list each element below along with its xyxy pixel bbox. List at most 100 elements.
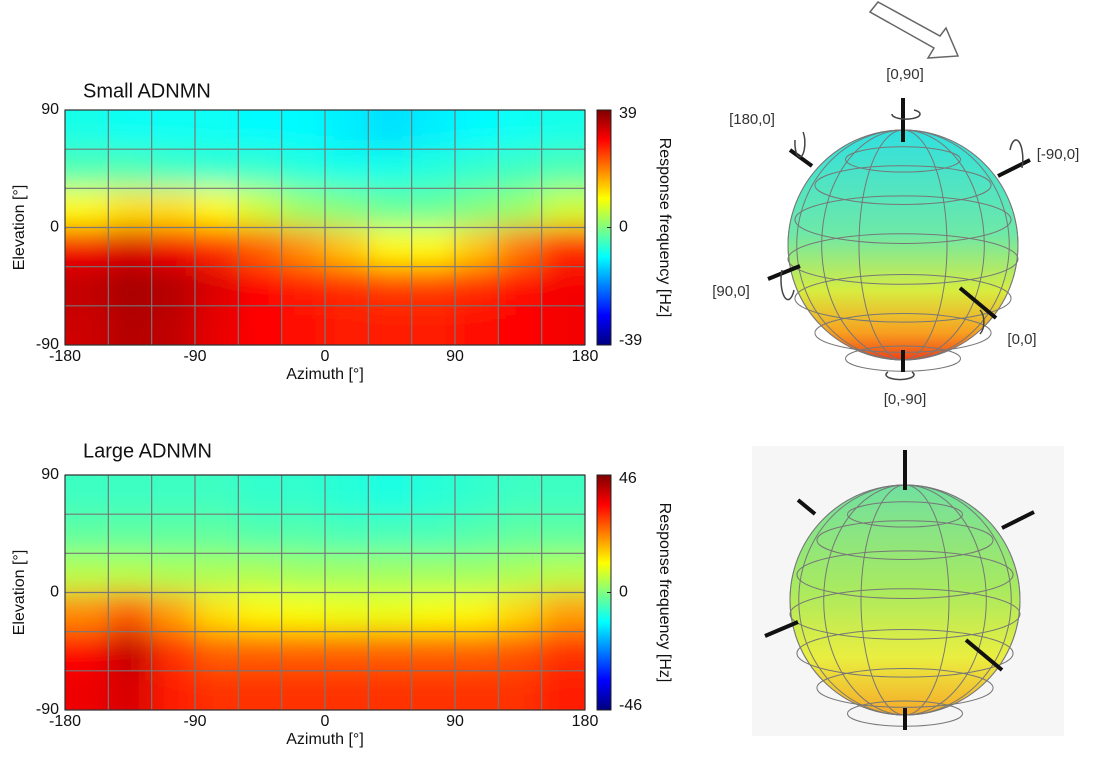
x-tick-label: 90 [446,348,464,365]
cell [368,110,413,151]
cell [238,149,283,190]
cell [541,110,585,151]
sphere-label: [-90,0] [1037,146,1080,163]
sphere-top: [0,90] [180,0] [-90,0] [90,0] [0,0] [0,-… [712,1,1080,408]
cell [151,514,196,555]
cell [498,266,543,307]
cell [108,670,153,710]
cell [455,631,500,672]
cell [281,110,326,151]
cell [325,670,370,710]
cell [281,475,326,516]
cell-layer [65,110,585,345]
cell [368,592,413,633]
cell [281,227,326,268]
cell [368,553,413,594]
cell [541,305,585,345]
x-tick-label: -90 [183,348,206,365]
cell [195,670,240,710]
y-tick-label: 90 [41,466,59,483]
cell [325,227,370,268]
cell [541,266,585,307]
cell [498,592,543,633]
cell [411,149,456,190]
chart-title: Small ADNMN [83,80,211,102]
cell [108,592,153,633]
colorbar-tick-label: -39 [619,332,642,349]
cell [541,149,585,190]
y-axis-label: Elevation [°] [11,550,28,636]
cell [455,670,500,710]
cell [411,514,456,555]
colorbar-label: Response frequency [Hz] [656,138,673,318]
cell [368,188,413,229]
cell [455,110,500,151]
cell [65,110,110,151]
cell [411,305,456,345]
cell [368,305,413,345]
cell [281,553,326,594]
cell [151,227,196,268]
cell [368,149,413,190]
cell [498,149,543,190]
x-axis-label: Azimuth [°] [286,366,364,383]
cell [195,227,240,268]
cell [368,266,413,307]
cell [108,553,153,594]
cell [65,149,110,190]
cell [541,592,585,633]
cell [195,266,240,307]
sphere-label: [0,0] [1007,331,1036,348]
cell [238,631,283,672]
sphere-label: [180,0] [729,111,775,128]
plot-frame [64,474,586,711]
cell [238,110,283,151]
cell [455,592,500,633]
cell [325,110,370,151]
cell [65,670,110,710]
x-tick-label: 90 [446,713,464,730]
sphere-label: [0,90] [886,66,924,83]
sphere-label: [90,0] [712,283,750,300]
cell [455,227,500,268]
cell [411,553,456,594]
sphere-bottom [752,446,1064,736]
cell [108,305,153,345]
cell [498,670,543,710]
cell [238,305,283,345]
cell [411,475,456,516]
cell [65,305,110,345]
cell [411,670,456,710]
cell [411,188,456,229]
colorbar-tick-label: 0 [619,584,628,601]
cell [151,631,196,672]
cell [65,188,110,229]
cell [498,631,543,672]
cell [281,149,326,190]
cell [238,266,283,307]
x-tick-label: -180 [49,348,81,365]
cell [541,514,585,555]
cell [455,305,500,345]
cells [65,110,585,345]
cell [541,631,585,672]
cell [455,475,500,516]
cell [325,592,370,633]
cell [195,110,240,151]
cell [498,227,543,268]
colorbar-tick-label: 46 [619,470,637,487]
x-tick-label: -180 [49,713,81,730]
cell [108,266,153,307]
x-tick-label: 180 [572,348,599,365]
cell [238,227,283,268]
cell [195,553,240,594]
cell [151,475,196,516]
cell [281,266,326,307]
cell [325,305,370,345]
cell [65,227,110,268]
cell [455,188,500,229]
cell [151,149,196,190]
